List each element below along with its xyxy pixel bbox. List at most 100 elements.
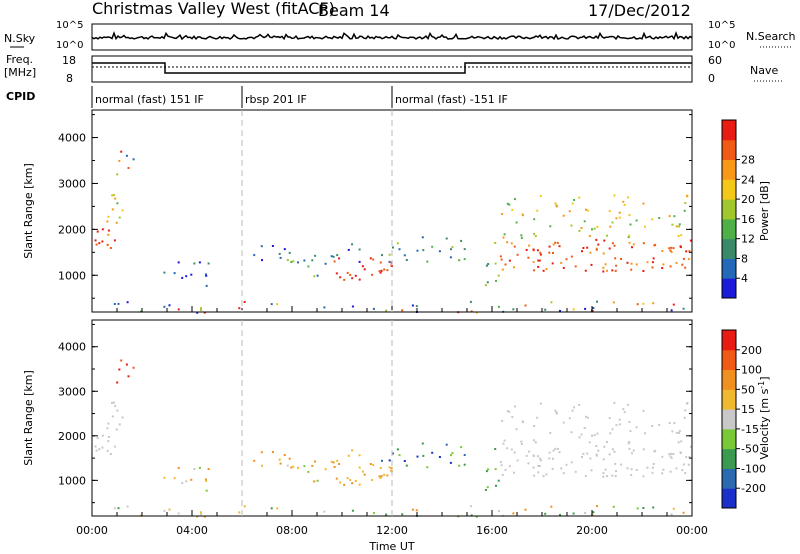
power-echo <box>196 311 199 314</box>
velocity-echo <box>611 448 614 451</box>
power-echo <box>677 235 680 237</box>
power-echo <box>602 266 605 269</box>
power-echo <box>651 218 654 221</box>
velocity-echo <box>125 363 128 366</box>
velocity-panel: 1000 2000 3000 4000 Slant Range [km] 200 100… <box>22 319 771 518</box>
velocity-echo <box>361 470 364 473</box>
power-echo <box>589 251 592 254</box>
velocity-echo <box>378 475 381 478</box>
power-echo <box>668 215 671 218</box>
power-echo <box>552 252 554 254</box>
power-echo <box>672 247 675 250</box>
power-echo <box>109 247 112 249</box>
velocity-echo <box>510 448 513 451</box>
velocity-echo <box>584 474 587 477</box>
velocity-echo <box>271 451 274 453</box>
power-echo <box>646 261 649 264</box>
colorbar-tick-label: -50 <box>741 443 759 456</box>
velocity-echo <box>358 483 361 486</box>
power-echo <box>628 241 631 244</box>
velocity-echo <box>163 476 166 479</box>
power-echo <box>628 214 631 217</box>
power-echo <box>190 273 193 276</box>
velocity-echo <box>260 451 263 454</box>
velocity-echo <box>346 477 349 480</box>
power-echo <box>207 262 210 265</box>
velocity-echo <box>670 456 673 459</box>
power-echo <box>338 257 341 260</box>
velocity-echo <box>333 466 336 468</box>
velocity-echo <box>383 473 386 476</box>
power-echo <box>678 225 681 228</box>
velocity-echo <box>549 431 552 434</box>
velocity-echo <box>495 484 497 487</box>
velocity-echo <box>565 463 568 466</box>
velocity-echo <box>193 468 196 470</box>
velocity-echo <box>349 479 352 481</box>
velocity-echo <box>591 434 593 437</box>
power-echo <box>484 284 487 287</box>
power-echo <box>112 194 115 197</box>
power-echo <box>253 254 256 257</box>
colorbar-swatch <box>722 139 736 161</box>
velocity-echo <box>556 448 559 450</box>
power-echo <box>606 234 608 237</box>
velocity-echo <box>668 453 671 456</box>
velocity-echo <box>363 473 366 476</box>
velocity-echo <box>127 375 130 378</box>
power-echo <box>173 272 176 275</box>
y-tick-label: 4000 <box>58 132 86 145</box>
freq-tick-low: 8 <box>66 72 73 85</box>
velocity-echo <box>589 457 592 460</box>
beam-label: Beam 14 <box>318 1 390 20</box>
power-echo <box>276 303 279 306</box>
power-echo <box>642 302 645 305</box>
power-echo <box>127 167 130 169</box>
x-axis-label: Time UT <box>368 540 414 553</box>
power-echo <box>672 303 675 306</box>
power-echo <box>539 253 542 256</box>
power-echo <box>688 250 691 253</box>
velocity-echo <box>684 409 687 412</box>
velocity-echo <box>662 468 665 471</box>
cpid-segment-label: normal (fast) 151 IF <box>95 93 204 106</box>
power-echo <box>330 255 333 258</box>
velocity-echo <box>628 441 631 443</box>
power-echo <box>200 307 202 310</box>
velocity-echo <box>558 451 561 454</box>
velocity-echo <box>612 505 615 508</box>
colorbar-swatch <box>722 428 736 450</box>
power-echo <box>652 257 655 260</box>
power-echo <box>94 239 97 242</box>
power-echo <box>204 273 207 276</box>
velocity-echo <box>380 475 383 478</box>
velocity-echo <box>672 453 675 455</box>
power-echo <box>243 301 246 303</box>
power-echo <box>536 209 539 212</box>
colorbar-swatch <box>722 278 736 299</box>
power-echo <box>203 311 206 314</box>
power-echo <box>288 251 291 254</box>
cpid-segment-label: rbsp 201 IF <box>245 93 307 106</box>
velocity-echo <box>590 469 593 472</box>
power-echo <box>548 251 551 254</box>
power-echo <box>351 277 354 280</box>
power-echo <box>132 158 135 161</box>
velocity-echo <box>520 443 523 446</box>
power-echo <box>497 305 500 308</box>
power-echo <box>681 263 684 266</box>
power-echo <box>283 248 286 251</box>
velocity-echo <box>628 447 631 450</box>
velocity-echo <box>586 416 589 419</box>
power-echo <box>611 269 614 272</box>
velocity-echo <box>554 409 557 412</box>
power-echo <box>405 259 408 261</box>
power-echo <box>313 275 316 278</box>
station-title: Christmas Valley West (fitACF) <box>92 0 335 18</box>
power-echo <box>596 226 599 228</box>
power-echo <box>578 196 581 199</box>
velocity-echo <box>358 454 361 457</box>
power-echo <box>582 247 585 249</box>
velocity-echo <box>537 471 540 474</box>
velocity-echo <box>572 512 575 515</box>
